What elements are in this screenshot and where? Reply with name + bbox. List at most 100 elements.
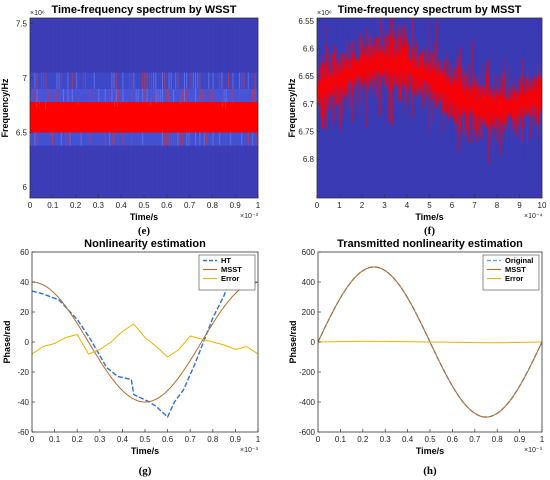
y-tick-label: 6.7 — [303, 100, 315, 109]
band-stripe — [36, 88, 38, 102]
panel-caption: (h) — [423, 465, 437, 477]
band-stripe — [197, 72, 199, 89]
band-stripe — [146, 72, 148, 89]
band-stripe — [252, 88, 254, 102]
band-stripe — [142, 72, 144, 89]
band-stripe — [47, 88, 49, 102]
band-stripe — [241, 72, 243, 89]
band-stripe — [210, 88, 212, 102]
band-stripe — [201, 88, 203, 102]
band-stripe — [159, 88, 161, 102]
band-stripe — [168, 132, 170, 146]
x-tick-label: 0.6 — [161, 201, 173, 210]
series-line-error — [32, 323, 258, 358]
x-tick-label: 0.4 — [116, 201, 128, 210]
band-stripe — [43, 72, 45, 89]
band-stripe — [232, 88, 234, 102]
x-exponent: ×10⁻³ — [240, 447, 259, 454]
y-tick-label: 6.75 — [298, 128, 314, 137]
band-stripe — [254, 72, 256, 89]
band-stripe — [166, 88, 168, 102]
x-tick-label: 0.4 — [117, 435, 129, 444]
panel-h: 0 0.1 0.2 0.3 0.4 0.5 0.6 0.7 0.8 0.9 1 -600 -400 -20… — [288, 238, 545, 477]
x-axis-label: Time/s — [415, 212, 443, 222]
x-tick-label: 0.1 — [335, 435, 347, 444]
chart-title: Time-frequency spectrum by MSST — [338, 4, 522, 16]
band-stripe — [195, 88, 196, 102]
band-stripe — [247, 72, 249, 89]
band-stripe — [162, 88, 163, 102]
band-stripe — [34, 88, 36, 102]
band-stripe — [65, 132, 67, 146]
band-stripe — [142, 88, 144, 102]
band-stripe — [56, 88, 58, 102]
x-tick-label: 0.9 — [230, 435, 242, 444]
y-tick-label: 600 — [302, 248, 316, 257]
band-stripe — [252, 132, 254, 146]
y-tick-label: 7.5 — [16, 19, 28, 28]
x-tick-label: 1 — [256, 435, 261, 444]
band-stripe — [219, 72, 221, 89]
y-tick-label: -600 — [299, 428, 316, 437]
band-stripe — [89, 132, 91, 146]
band-stripe — [206, 132, 207, 146]
band-stripe — [173, 132, 174, 146]
legend-box — [482, 254, 540, 291]
y-tick-label: 6.8 — [303, 155, 315, 164]
y-tick-label: 6.5 — [16, 129, 28, 138]
band-stripe — [254, 88, 256, 102]
energy-spike — [45, 99, 46, 110]
band-stripe — [199, 72, 201, 89]
x-tick-label: 0.5 — [139, 435, 151, 444]
band-stripe — [212, 72, 214, 89]
band-stripe — [181, 88, 183, 102]
x-tick-label: 0.2 — [72, 435, 84, 444]
band-stripe — [199, 132, 201, 146]
band-stripe — [104, 88, 106, 102]
x-tick-label: 1 — [256, 201, 261, 210]
band-stripe — [151, 72, 152, 89]
x-tick-label: 6 — [450, 201, 455, 210]
x-tick-label: 2 — [360, 201, 365, 210]
band-stripe — [115, 88, 117, 102]
band-stripe — [41, 88, 42, 102]
x-tick-label: 0.9 — [514, 435, 526, 444]
x-tick-label: 0 — [315, 201, 320, 210]
band-stripe — [164, 132, 166, 146]
band-stripe — [208, 72, 210, 89]
x-tick-label: 7 — [472, 201, 477, 210]
band-stripe — [111, 132, 113, 146]
band-stripe — [177, 72, 179, 89]
band-stripe — [36, 132, 38, 146]
band-stripe — [162, 132, 163, 146]
band-stripe — [223, 88, 225, 102]
band-stripe — [122, 88, 124, 102]
y-tick-label: 6.55 — [298, 17, 314, 26]
panel-f: 0 1 2 3 4 5 6 7 8 9 10 6.55 6.6 6.65 6.7 6.75 6.8 ×10⁶ ×10… — [287, 4, 547, 237]
plot-area — [30, 18, 258, 198]
band-stripe — [164, 72, 166, 89]
band-stripe — [34, 72, 36, 89]
y-tick-label: 6.6 — [303, 44, 315, 53]
band-stripe — [188, 132, 190, 146]
band-stripe — [239, 72, 240, 89]
band-stripe — [146, 88, 148, 102]
energy-spike — [114, 98, 115, 108]
y-tick-label: 20 — [20, 308, 29, 317]
x-tick-label: 10 — [538, 201, 547, 210]
band-stripe — [67, 132, 69, 146]
band-stripe — [67, 88, 69, 102]
band-stripe — [111, 72, 113, 89]
x-tick-label: 0.9 — [230, 201, 242, 210]
energy-spike — [225, 99, 226, 110]
legend-label: MSST — [221, 265, 242, 274]
band-stripe — [186, 72, 188, 89]
band-stripe — [155, 72, 157, 89]
band-stripe — [151, 88, 152, 102]
band-stripe — [69, 132, 71, 146]
band-stripe — [133, 72, 135, 89]
band-stripe — [203, 132, 205, 146]
